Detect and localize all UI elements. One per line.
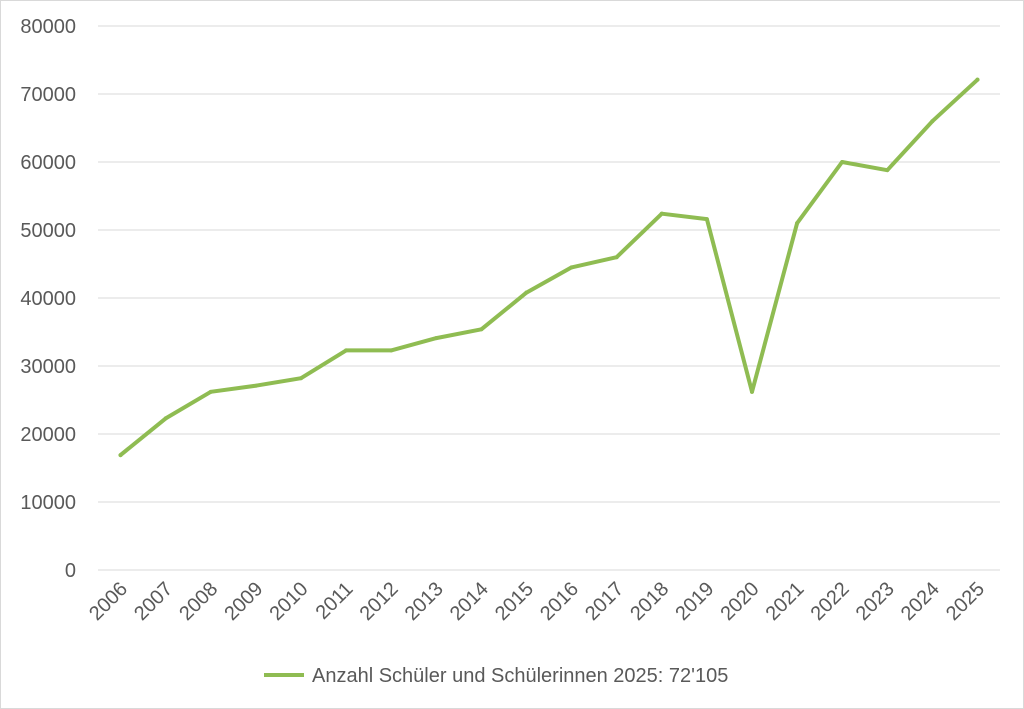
- series-line: [118, 77, 980, 458]
- series-lines: [118, 77, 980, 458]
- y-tick-label: 40000: [20, 288, 76, 310]
- data-point: [749, 389, 754, 394]
- data-point: [569, 265, 574, 270]
- x-tick-label: 2019: [671, 578, 718, 625]
- data-point: [434, 336, 439, 341]
- data-point: [298, 376, 303, 381]
- y-tick-label: 20000: [20, 424, 76, 446]
- y-tick-label: 80000: [20, 16, 76, 38]
- data-point: [524, 290, 529, 295]
- data-point: [704, 217, 709, 222]
- data-point: [975, 77, 980, 82]
- x-tick-label: 2013: [401, 578, 448, 625]
- data-point: [840, 160, 845, 164]
- x-tick-label: 2021: [762, 578, 809, 625]
- x-tick-label: 2006: [85, 578, 132, 625]
- data-point: [930, 119, 935, 124]
- x-tick-label: 2016: [536, 578, 583, 625]
- data-point: [795, 221, 800, 226]
- x-tick-label: 2017: [581, 578, 628, 625]
- x-tick-label: 2012: [356, 578, 403, 625]
- gridlines: [98, 25, 1000, 571]
- legend: Anzahl Schüler und Schülerinnen 2025: 72…: [264, 665, 728, 687]
- x-tick-label: 2015: [491, 578, 538, 625]
- data-point: [253, 383, 258, 388]
- y-tick-label: 50000: [20, 220, 76, 242]
- x-tick-label: 2007: [130, 578, 177, 625]
- y-tick-label: 70000: [20, 84, 76, 106]
- y-axis-ticks: 0 10000 20000 30000 40000 50000 60000 70000 8000…: [20, 16, 76, 582]
- x-tick-label: 2008: [175, 578, 222, 625]
- x-tick-label: 2011: [312, 578, 358, 624]
- data-point: [479, 327, 484, 332]
- y-tick-label: 60000: [20, 152, 76, 174]
- legend-label: Anzahl Schüler und Schülerinnen 2025: 72…: [312, 665, 728, 687]
- x-tick-label: 2018: [626, 578, 673, 625]
- data-point: [118, 453, 123, 458]
- data-point: [208, 389, 213, 394]
- x-tick-label: 2022: [807, 578, 854, 625]
- y-tick-label: 10000: [20, 492, 76, 514]
- data-point: [389, 348, 394, 353]
- y-tick-label: 30000: [20, 356, 76, 378]
- y-tick-label: 0: [65, 560, 76, 582]
- data-point: [344, 348, 349, 353]
- x-tick-label: 2014: [446, 578, 493, 625]
- x-tick-label: 2010: [265, 578, 312, 625]
- data-point: [614, 255, 619, 260]
- x-tick-label: 2009: [220, 578, 267, 625]
- data-point: [163, 416, 168, 421]
- x-tick-label: 2020: [716, 578, 763, 625]
- x-tick-label: 2023: [852, 578, 899, 625]
- data-point: [885, 168, 890, 173]
- x-tick-label: 2025: [942, 578, 989, 625]
- data-point: [659, 211, 664, 216]
- x-tick-label: 2024: [897, 578, 944, 625]
